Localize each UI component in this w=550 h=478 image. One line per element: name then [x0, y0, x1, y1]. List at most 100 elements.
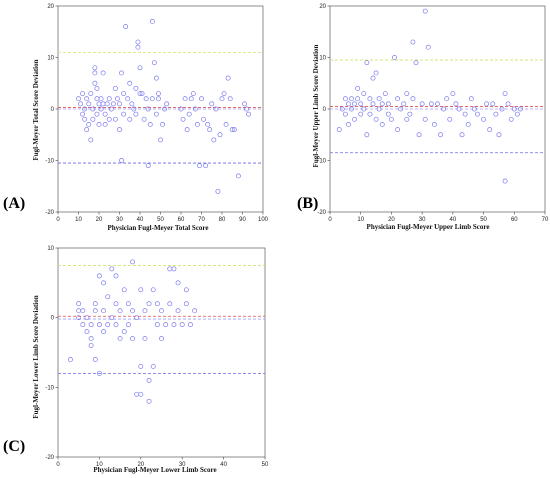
y-tick-label: 0: [51, 107, 55, 113]
data-point: [105, 294, 111, 300]
data-point: [102, 121, 108, 127]
data-point: [401, 101, 407, 107]
data-point: [215, 188, 221, 194]
data-point: [180, 116, 186, 122]
data-point: [175, 280, 181, 286]
y-tick-label: 0: [323, 107, 327, 113]
x-tick-label: 20: [96, 217, 103, 223]
data-point: [145, 163, 151, 169]
data-point: [154, 322, 160, 328]
data-point: [205, 121, 211, 127]
data-point: [138, 391, 144, 397]
data-point: [410, 39, 416, 45]
data-point: [98, 96, 104, 102]
data-point: [133, 85, 139, 91]
data-point: [395, 127, 401, 133]
data-point: [153, 111, 159, 117]
data-point: [422, 8, 428, 14]
data-point: [106, 96, 112, 102]
x-tick-label: 10: [96, 462, 103, 468]
data-point: [188, 96, 194, 102]
data-point: [114, 96, 120, 102]
marks: 0 10 20 30 40 50 60 70 80 90 100 -20 -10 0 10 20: [45, 4, 268, 223]
data-point: [100, 101, 106, 107]
data-point: [444, 96, 450, 102]
data-point: [242, 101, 247, 107]
data-point: [517, 106, 523, 112]
data-point: [155, 96, 161, 102]
data-point: [192, 106, 198, 112]
data-point: [150, 287, 156, 293]
data-point: [92, 80, 98, 86]
data-point: [398, 106, 404, 112]
data-point: [142, 336, 148, 342]
data-point: [211, 137, 217, 143]
data-point: [171, 266, 177, 272]
data-point: [196, 163, 202, 169]
data-point: [127, 116, 133, 122]
data-point: [105, 322, 111, 328]
data-point: [499, 106, 505, 112]
data-point: [92, 357, 98, 362]
data-point: [182, 96, 188, 102]
data-point: [117, 336, 123, 342]
data-point: [416, 132, 422, 138]
y-axis-title: Fugl-Meyer Upper Limb Score Deviation: [312, 44, 320, 167]
data-point: [217, 132, 223, 138]
data-point: [342, 111, 348, 117]
data-point: [94, 85, 100, 91]
data-point: [355, 85, 361, 91]
data-point: [373, 70, 379, 76]
data-point: [130, 259, 135, 265]
data-point: [410, 96, 416, 102]
data-point: [459, 132, 465, 138]
data-point: [138, 287, 144, 293]
data-point: [76, 96, 81, 102]
data-point: [167, 266, 173, 272]
data-point: [104, 101, 110, 107]
data-point: [134, 315, 140, 321]
data-point: [67, 357, 73, 362]
data-point: [125, 96, 131, 102]
x-tick-label: 100: [258, 217, 269, 223]
data-point: [96, 370, 102, 376]
data-point: [349, 96, 354, 102]
marks: 0 10 20 30 40 50 -20 -10 0 10: [45, 246, 269, 468]
x-tick-label: 40: [220, 462, 227, 468]
data-point: [80, 308, 86, 314]
data-point: [385, 101, 391, 107]
data-point: [441, 106, 447, 112]
data-point: [431, 121, 437, 127]
data-point: [339, 106, 345, 112]
data-point: [101, 280, 106, 286]
data-point: [484, 101, 490, 107]
data-point: [84, 127, 90, 133]
data-point: [82, 116, 88, 122]
data-point: [84, 315, 90, 321]
panel-label: (C): [3, 438, 25, 455]
data-point: [435, 101, 440, 107]
data-point: [150, 363, 156, 369]
data-point: [125, 322, 131, 328]
data-point: [117, 101, 122, 107]
x-axis-title: Physician Fugl-Meyer Total Score: [107, 224, 208, 232]
data-point: [109, 266, 115, 272]
data-point: [137, 65, 143, 71]
x-tick-label: 50: [480, 217, 487, 223]
data-point: [138, 363, 144, 369]
data-point: [119, 70, 125, 76]
data-point: [223, 121, 229, 127]
data-point: [184, 127, 190, 133]
data-point: [235, 173, 241, 179]
data-point: [92, 70, 98, 76]
y-tick-label: 10: [47, 56, 54, 62]
x-tick-label: 30: [419, 217, 426, 223]
data-point: [159, 308, 164, 314]
data-point: [88, 91, 94, 97]
data-point: [404, 116, 410, 122]
x-tick-label: 0: [56, 462, 60, 468]
data-point: [352, 116, 358, 122]
data-point: [194, 121, 200, 127]
data-point: [149, 19, 155, 24]
data-point: [159, 336, 164, 342]
